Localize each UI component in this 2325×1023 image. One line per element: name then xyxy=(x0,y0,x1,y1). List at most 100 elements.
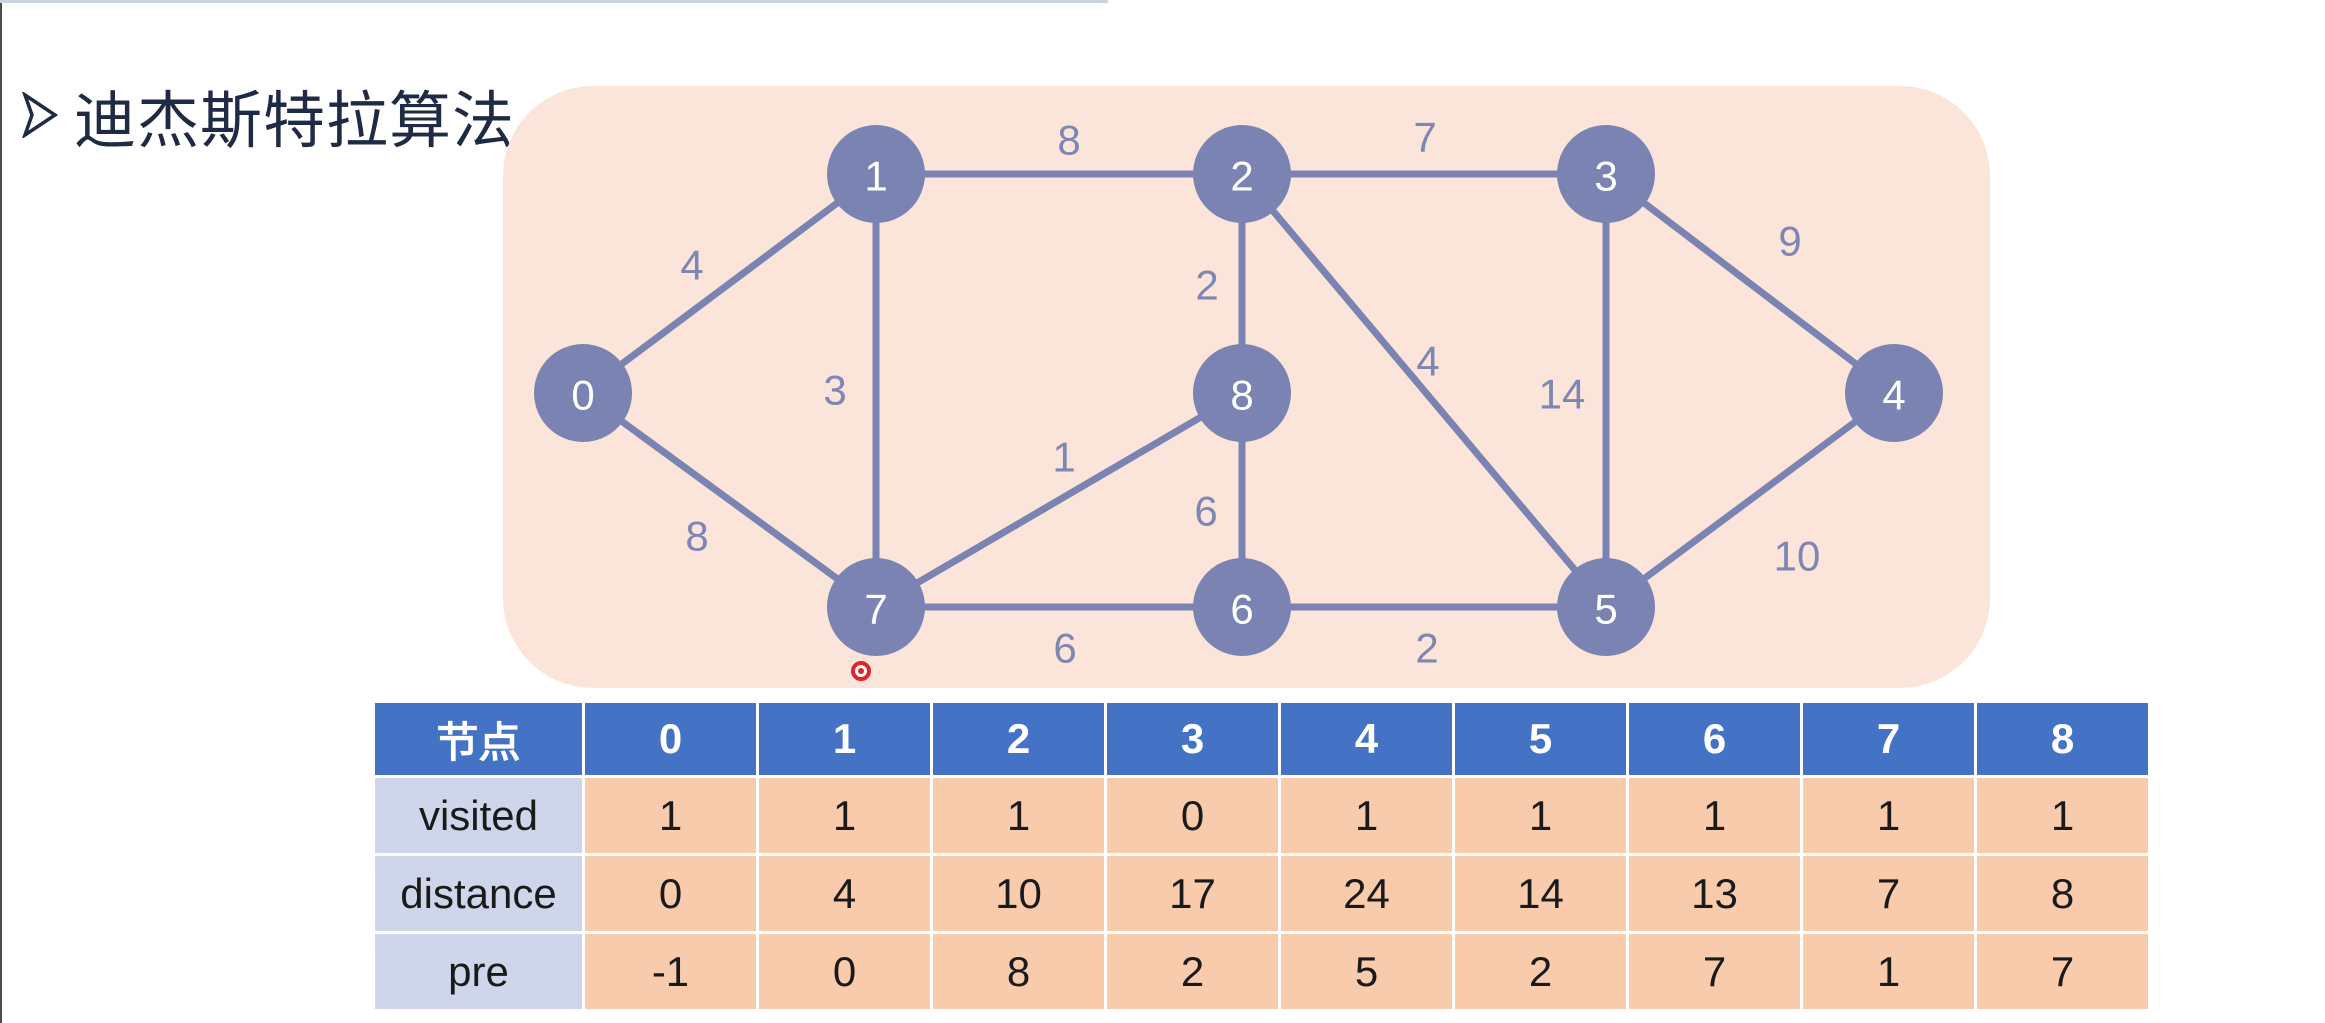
node-label: 6 xyxy=(1230,586,1253,633)
edge-weight-2-3: 7 xyxy=(1413,114,1436,161)
cell-distance-0: 0 xyxy=(582,853,759,934)
edge-weight-7-8: 1 xyxy=(1052,434,1075,481)
edge-weight-1-2: 8 xyxy=(1057,117,1080,164)
row-visited: visited 1 1 1 0 1 1 1 1 1 xyxy=(372,775,2151,856)
node-label: 3 xyxy=(1594,153,1617,200)
cell-distance-8: 8 xyxy=(1974,853,2151,934)
row-distance: distance 0 4 10 17 24 14 13 7 8 xyxy=(372,853,2151,934)
node-3: 3 xyxy=(1557,125,1655,223)
header-node-0: 0 xyxy=(582,700,759,778)
edge-weight-2-8: 2 xyxy=(1195,262,1218,309)
node-0: 0 xyxy=(534,344,632,442)
cell-pre-2: 8 xyxy=(930,931,1107,1012)
arrow-bullet-icon xyxy=(22,92,58,138)
header-node-6: 6 xyxy=(1626,700,1803,778)
node-6: 6 xyxy=(1193,558,1291,656)
node-label: 7 xyxy=(864,586,887,633)
cell-pre-7: 1 xyxy=(1800,931,1977,1012)
edge-weight-0-7: 8 xyxy=(685,513,708,560)
cell-visited-6: 1 xyxy=(1626,775,1803,856)
edge-weight-6-7: 6 xyxy=(1053,625,1076,672)
graph-weights: 4 8 8 3 7 2 4 9 14 10 2 6 6 1 xyxy=(680,114,1820,672)
edge-weight-1-7: 3 xyxy=(823,367,846,414)
graph-nodes: 0 1 2 3 4 5 6 7 8 xyxy=(534,125,1943,656)
table-body: visited 1 1 1 0 1 1 1 1 1 distance 0 4 10 17 24 14 13 7 8 pr… xyxy=(372,775,2151,1012)
cell-pre-1: 0 xyxy=(756,931,933,1012)
cell-pre-3: 2 xyxy=(1104,931,1281,1012)
cell-pre-8: 7 xyxy=(1974,931,2151,1012)
node-circle xyxy=(1845,344,1943,442)
cell-visited-0: 1 xyxy=(582,775,759,856)
cell-visited-3: 0 xyxy=(1104,775,1281,856)
node-circle xyxy=(1193,344,1291,442)
title-text: 迪杰斯特拉算法 xyxy=(74,84,516,157)
node-label: 4 xyxy=(1882,372,1905,419)
edge-weight-5-6: 2 xyxy=(1415,625,1438,672)
edge-3-4 xyxy=(1603,171,1897,396)
edge-7-8 xyxy=(874,389,1244,611)
edge-weight-3-5: 14 xyxy=(1539,371,1586,418)
cell-visited-4: 1 xyxy=(1278,775,1455,856)
cell-pre-6: 7 xyxy=(1626,931,1803,1012)
cell-pre-4: 5 xyxy=(1278,931,1455,1012)
node-label: 2 xyxy=(1230,153,1253,200)
node-label: 1 xyxy=(864,153,887,200)
cell-visited-1: 1 xyxy=(756,775,933,856)
edge-weight-6-8: 6 xyxy=(1194,488,1217,535)
cell-visited-2: 1 xyxy=(930,775,1107,856)
edge-0-7 xyxy=(580,390,879,610)
cell-distance-4: 24 xyxy=(1278,853,1455,934)
header-node-2: 2 xyxy=(930,700,1107,778)
node-circle xyxy=(1557,125,1655,223)
cell-distance-5: 14 xyxy=(1452,853,1629,934)
left-border xyxy=(0,0,2,1023)
row-label: visited xyxy=(372,775,585,856)
node-circle xyxy=(827,125,925,223)
node-label: 0 xyxy=(571,372,594,419)
edge-weight-3-4: 9 xyxy=(1778,218,1801,265)
cell-distance-3: 17 xyxy=(1104,853,1281,934)
row-label: pre xyxy=(372,931,585,1012)
cell-distance-1: 4 xyxy=(756,853,933,934)
node-5: 5 xyxy=(1557,558,1655,656)
node-label: 5 xyxy=(1594,586,1617,633)
node-4: 4 xyxy=(1845,344,1943,442)
edge-weight-4-5: 10 xyxy=(1774,533,1821,580)
cell-pre-5: 2 xyxy=(1452,931,1629,1012)
cell-distance-2: 10 xyxy=(930,853,1107,934)
node-2: 2 xyxy=(1193,125,1291,223)
row-pre: pre -1 0 8 2 5 2 7 1 7 xyxy=(372,931,2151,1012)
node-circle xyxy=(1193,558,1291,656)
node-circle xyxy=(1193,125,1291,223)
edge-0-1 xyxy=(580,171,879,396)
node-7: 7 xyxy=(827,558,925,656)
cell-pre-0: -1 xyxy=(582,931,759,1012)
edge-2-5 xyxy=(1239,171,1609,610)
edge-4-5 xyxy=(1603,390,1897,610)
top-border xyxy=(0,0,1108,3)
header-node-5: 5 xyxy=(1452,700,1629,778)
cell-visited-8: 1 xyxy=(1974,775,2151,856)
row-label: distance xyxy=(372,853,585,934)
header-node-1: 1 xyxy=(756,700,933,778)
cell-visited-5: 1 xyxy=(1452,775,1629,856)
header-node-8: 8 xyxy=(1974,700,2151,778)
cell-distance-7: 7 xyxy=(1800,853,1977,934)
edge-weight-0-1: 4 xyxy=(680,242,703,289)
header-corner: 节点 xyxy=(372,700,585,778)
header-node-3: 3 xyxy=(1104,700,1281,778)
node-8: 8 xyxy=(1193,344,1291,442)
edge-weight-2-5: 4 xyxy=(1416,338,1439,385)
cell-distance-6: 13 xyxy=(1626,853,1803,934)
node-circle xyxy=(534,344,632,442)
header-node-4: 4 xyxy=(1278,700,1455,778)
node-label: 8 xyxy=(1230,372,1253,419)
node-1: 1 xyxy=(827,125,925,223)
node-circle xyxy=(827,558,925,656)
laser-pointer-icon xyxy=(851,661,871,681)
node-circle xyxy=(1557,558,1655,656)
